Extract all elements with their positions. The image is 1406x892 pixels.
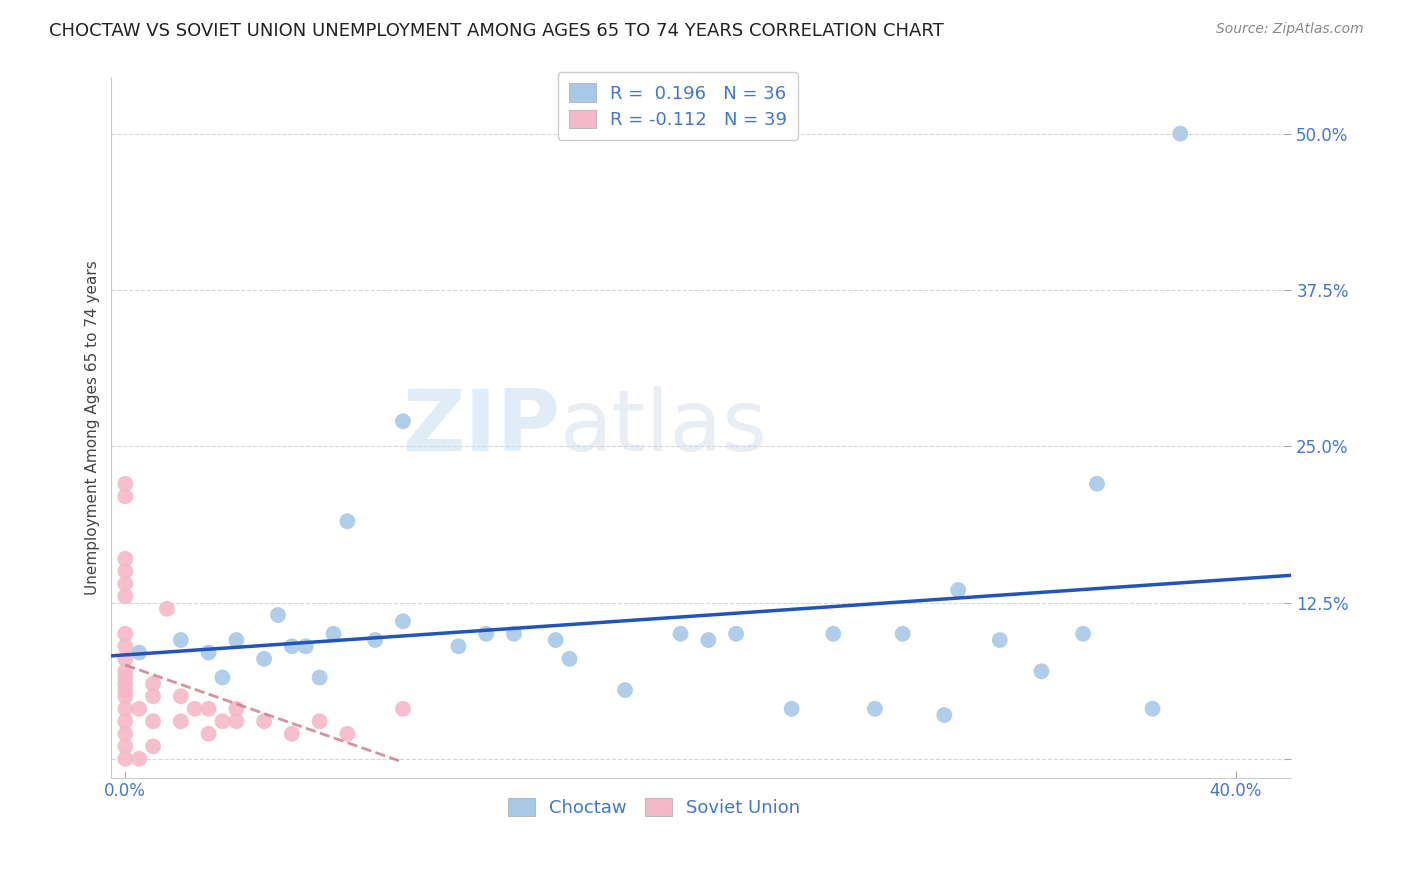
Point: [308, 671, 330, 685]
Point: [114, 665, 136, 679]
Point: [114, 690, 136, 704]
Point: [1071, 627, 1094, 641]
Point: [946, 582, 969, 597]
Point: [934, 708, 956, 723]
Point: [114, 739, 136, 754]
Point: [1085, 476, 1108, 491]
Point: [114, 752, 136, 766]
Point: [308, 714, 330, 729]
Point: [197, 646, 219, 660]
Point: [392, 414, 415, 428]
Point: [364, 633, 387, 648]
Point: [392, 615, 415, 629]
Point: [697, 633, 720, 648]
Point: [114, 702, 136, 716]
Point: [322, 627, 344, 641]
Point: [225, 633, 247, 648]
Point: [281, 640, 304, 654]
Point: [114, 576, 136, 591]
Text: ZIP: ZIP: [402, 386, 560, 469]
Point: [447, 640, 470, 654]
Point: [1142, 702, 1164, 716]
Point: [183, 702, 205, 716]
Point: [197, 702, 219, 716]
Point: [614, 683, 637, 698]
Point: [863, 702, 886, 716]
Point: [669, 627, 692, 641]
Point: [114, 589, 136, 603]
Point: [170, 690, 193, 704]
Point: [211, 671, 233, 685]
Point: [156, 601, 179, 615]
Point: [114, 671, 136, 685]
Point: [503, 627, 526, 641]
Point: [392, 702, 415, 716]
Point: [114, 564, 136, 578]
Point: [780, 702, 803, 716]
Point: [142, 690, 165, 704]
Point: [1031, 665, 1053, 679]
Point: [253, 714, 276, 729]
Text: CHOCTAW VS SOVIET UNION UNEMPLOYMENT AMONG AGES 65 TO 74 YEARS CORRELATION CHART: CHOCTAW VS SOVIET UNION UNEMPLOYMENT AMO…: [49, 22, 943, 40]
Point: [281, 727, 304, 741]
Point: [823, 627, 845, 641]
Y-axis label: Unemployment Among Ages 65 to 74 years: Unemployment Among Ages 65 to 74 years: [86, 260, 100, 595]
Point: [225, 714, 247, 729]
Point: [114, 652, 136, 666]
Point: [336, 727, 359, 741]
Point: [114, 640, 136, 654]
Point: [142, 677, 165, 691]
Legend: Choctaw, Soviet Union: Choctaw, Soviet Union: [501, 790, 808, 824]
Point: [544, 633, 567, 648]
Point: [1168, 127, 1191, 141]
Text: atlas: atlas: [560, 386, 768, 469]
Point: [725, 627, 748, 641]
Point: [128, 646, 150, 660]
Point: [891, 627, 914, 641]
Point: [142, 714, 165, 729]
Point: [128, 752, 150, 766]
Point: [988, 633, 1011, 648]
Point: [197, 727, 219, 741]
Point: [211, 714, 233, 729]
Point: [114, 677, 136, 691]
Point: [475, 627, 498, 641]
Point: [267, 607, 290, 622]
Point: [128, 702, 150, 716]
Point: [336, 514, 359, 528]
Point: [142, 739, 165, 754]
Point: [114, 551, 136, 566]
Point: [170, 633, 193, 648]
Point: [558, 652, 581, 666]
Text: Source: ZipAtlas.com: Source: ZipAtlas.com: [1216, 22, 1364, 37]
Point: [294, 640, 316, 654]
Point: [114, 714, 136, 729]
Point: [225, 702, 247, 716]
Point: [114, 627, 136, 641]
Point: [114, 476, 136, 491]
Point: [114, 489, 136, 503]
Point: [114, 727, 136, 741]
Point: [114, 683, 136, 698]
Point: [170, 714, 193, 729]
Point: [253, 652, 276, 666]
